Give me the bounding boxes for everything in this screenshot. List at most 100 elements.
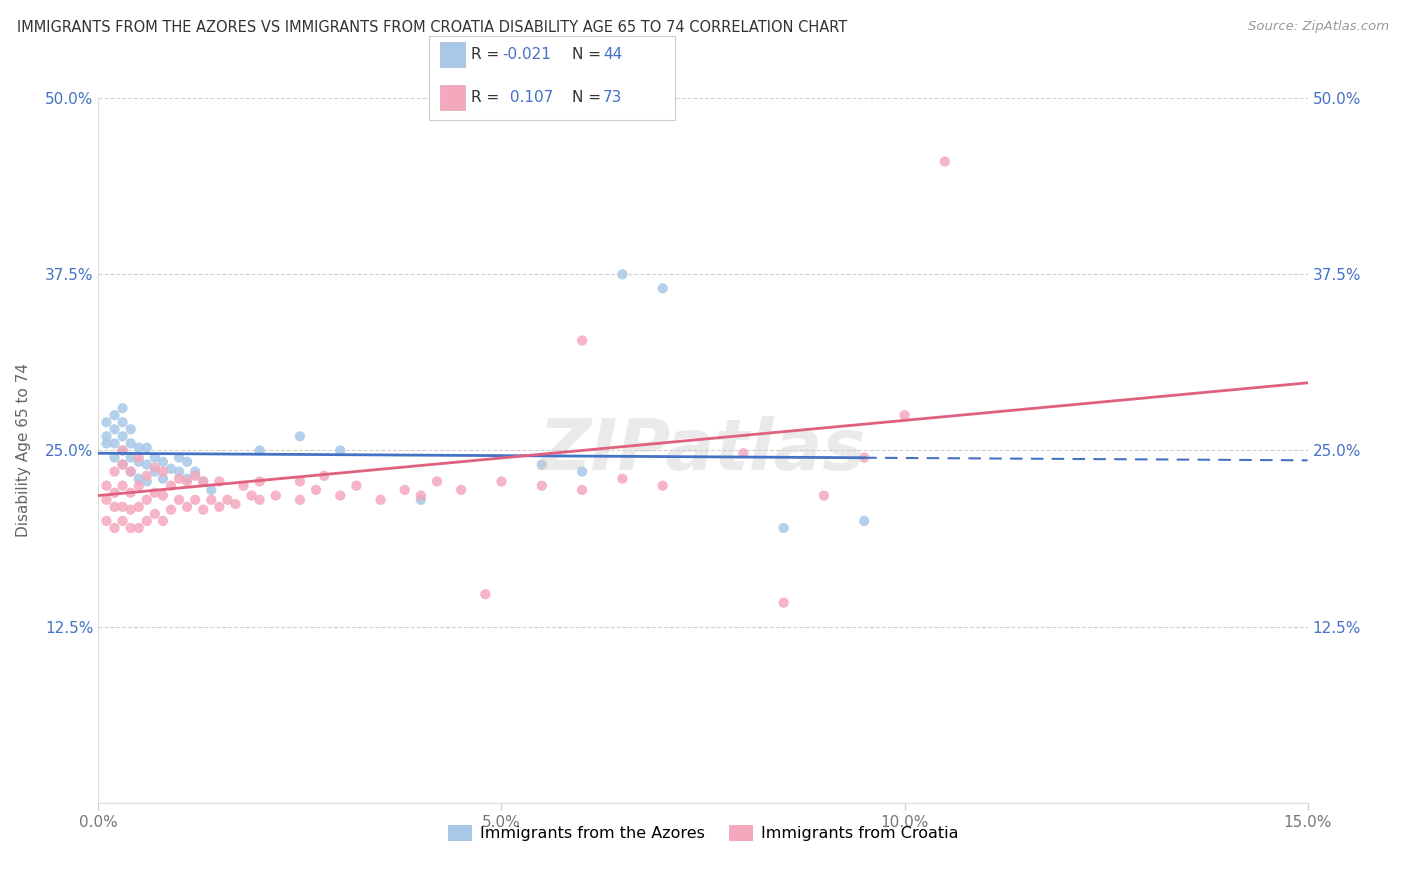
Point (152, 489, 174, 503)
Legend: Immigrants from the Azores, Immigrants from Croatia: Immigrants from the Azores, Immigrants f… (441, 819, 965, 847)
Point (232, 478, 254, 492)
Point (329, 489, 352, 503)
Point (853, 450, 876, 465)
Point (111, 443, 134, 458)
Point (450, 483, 472, 497)
Point (176, 455, 198, 469)
Point (111, 500, 134, 514)
Point (96, 492, 118, 507)
Point (96, 478, 118, 492)
Point (143, 507, 166, 521)
Point (128, 455, 150, 469)
Point (143, 460, 166, 475)
Point (733, 446, 755, 460)
Point (853, 514, 876, 528)
Point (152, 514, 174, 528)
Point (111, 415, 134, 429)
Text: N =: N = (572, 47, 606, 62)
Point (111, 514, 134, 528)
Point (128, 478, 150, 492)
Point (651, 281, 673, 295)
Point (208, 500, 231, 514)
Point (103, 408, 125, 422)
Point (176, 472, 198, 486)
Point (184, 492, 207, 507)
Point (370, 492, 392, 507)
Point (111, 401, 134, 416)
Point (571, 483, 593, 497)
Point (288, 475, 311, 489)
Point (772, 521, 794, 535)
Point (288, 492, 311, 507)
Point (152, 472, 174, 486)
Point (128, 450, 150, 465)
Point (813, 489, 835, 503)
Point (103, 450, 125, 465)
Point (288, 429, 311, 443)
Point (176, 475, 198, 489)
Point (612, 472, 634, 486)
Point (160, 462, 183, 476)
Point (135, 458, 157, 472)
Point (217, 492, 239, 507)
Point (530, 458, 553, 472)
Point (103, 422, 125, 436)
Point (103, 521, 125, 535)
Y-axis label: Disability Age 65 to 74: Disability Age 65 to 74 (17, 363, 31, 538)
Text: ZIPatlas: ZIPatlas (540, 416, 866, 485)
Text: IMMIGRANTS FROM THE AZORES VS IMMIGRANTS FROM CROATIA DISABILITY AGE 65 TO 74 CO: IMMIGRANTS FROM THE AZORES VS IMMIGRANTS… (17, 20, 848, 35)
Point (103, 465, 125, 479)
Point (305, 483, 328, 497)
Point (111, 478, 134, 492)
Point (184, 465, 207, 479)
Point (111, 429, 134, 443)
Point (249, 443, 271, 458)
Text: 73: 73 (603, 90, 623, 104)
Point (184, 468, 207, 483)
Point (135, 475, 157, 489)
Point (111, 458, 134, 472)
Point (409, 492, 432, 507)
Point (893, 408, 915, 422)
Text: 44: 44 (603, 47, 623, 62)
Point (240, 489, 263, 503)
Text: Source: ZipAtlas.com: Source: ZipAtlas.com (1249, 20, 1389, 33)
Point (120, 465, 142, 479)
Point (120, 436, 142, 450)
Point (934, 154, 956, 169)
Point (394, 483, 416, 497)
Point (249, 475, 271, 489)
Point (152, 455, 174, 469)
Point (103, 500, 125, 514)
Text: 0.107: 0.107 (505, 90, 553, 104)
Point (571, 334, 593, 348)
Point (167, 472, 190, 486)
Text: R =: R = (471, 90, 505, 104)
Point (96, 429, 118, 443)
Point (120, 422, 142, 436)
Text: R =: R = (471, 47, 505, 62)
Point (128, 441, 150, 455)
Point (193, 475, 215, 489)
Point (409, 489, 432, 503)
Point (96, 514, 118, 528)
Point (160, 478, 183, 492)
Text: N =: N = (572, 90, 606, 104)
Point (264, 489, 287, 503)
Point (571, 465, 593, 479)
Point (111, 458, 134, 472)
Point (120, 502, 142, 516)
Point (491, 475, 513, 489)
Point (200, 483, 222, 497)
Point (120, 465, 142, 479)
Point (135, 468, 157, 483)
Point (128, 500, 150, 514)
Point (96, 436, 118, 450)
Point (143, 485, 166, 500)
Point (160, 502, 183, 516)
Point (612, 268, 634, 282)
Point (772, 596, 794, 610)
Point (152, 465, 174, 479)
Point (135, 441, 157, 455)
Point (143, 465, 166, 479)
